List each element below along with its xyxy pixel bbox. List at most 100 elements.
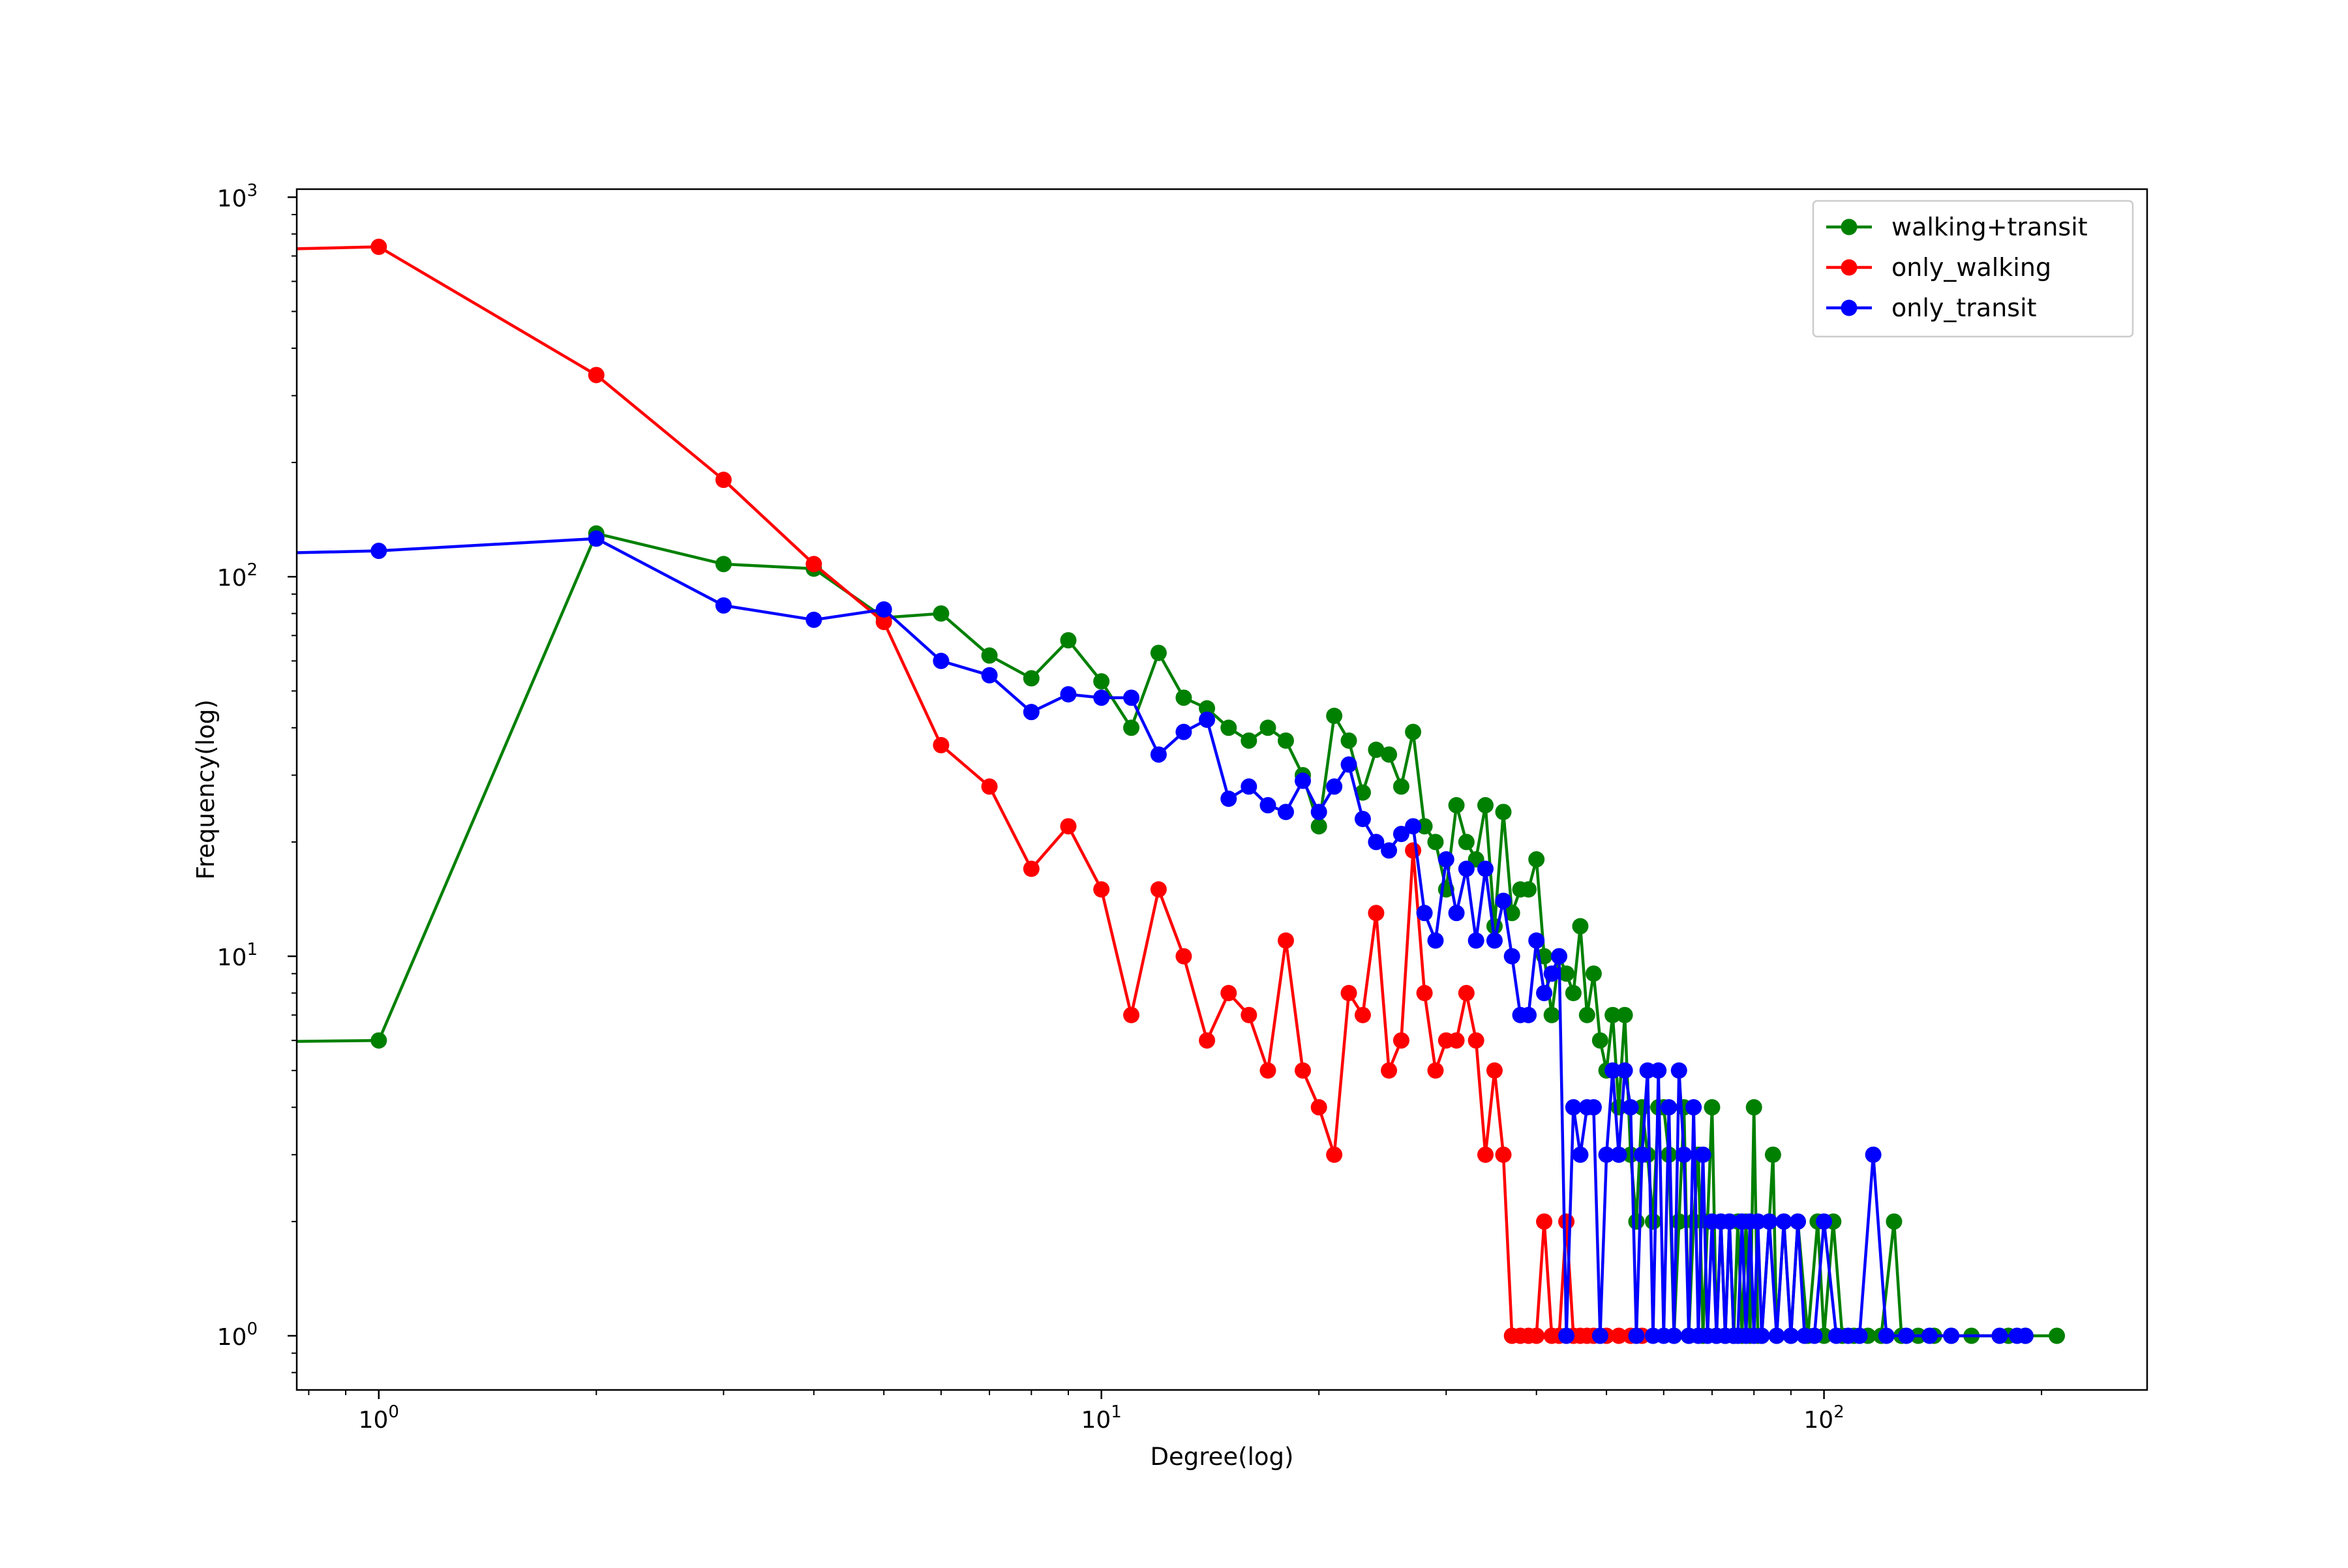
data-point [1558,1213,1575,1230]
data-point [1381,1062,1398,1079]
data-point [1528,851,1545,868]
data-point [805,611,822,628]
data-point [1368,834,1385,851]
data-point [981,778,998,795]
data-point [1310,818,1327,835]
data-point [1437,851,1454,868]
data-point [1241,732,1257,749]
data-point [1220,984,1237,1001]
data-point [1368,905,1385,922]
data-point [370,1032,387,1049]
data-point [1477,797,1494,814]
data-point [1828,1327,1844,1344]
data-point [1060,632,1077,649]
data-point [1616,1006,1633,1023]
data-point [1572,918,1589,935]
data-point [1093,673,1110,690]
data-point [1175,948,1192,965]
data-point [1783,1327,1799,1344]
y-axis-label: Frequency(log) [192,699,220,879]
data-point [1381,746,1398,763]
data-point [1676,1146,1693,1163]
data-point [1753,1327,1770,1344]
data-point [1241,1006,1257,1023]
data-point [1199,1032,1216,1049]
data-point [1622,1099,1639,1116]
data-point [1310,804,1327,821]
data-point [2049,1327,2066,1344]
data-point [1768,1327,1785,1344]
data-point [1175,723,1192,740]
data-point [1775,1213,1792,1230]
data-point [1495,892,1512,909]
x-tick-label: 101 [1081,1402,1121,1434]
data-point [933,736,950,753]
data-point [875,614,892,631]
data-point [1840,1327,1857,1344]
data-point [1241,778,1257,795]
data-point [981,667,998,684]
data-point [1023,704,1040,721]
data-point [1093,881,1110,898]
data-point [1023,860,1040,877]
legend-label: only_walking [1891,253,2051,282]
data-point [1060,818,1077,835]
data-point [1666,1327,1683,1344]
data-point [1495,1146,1512,1163]
data-point [1486,932,1503,949]
data-point [588,367,605,384]
data-point [1392,826,1409,843]
data-point [370,238,387,255]
data-point [1764,1146,1781,1163]
data-point [1565,1099,1582,1116]
data-point [1381,842,1398,859]
data-point [1604,1006,1621,1023]
data-point [1427,834,1444,851]
legend-item: only_transit [1826,294,2037,322]
data-point [1123,689,1140,706]
series-only-transit [297,530,2034,1344]
data-point [1685,1213,1702,1230]
x-axis: 100 101 102 [308,1390,2043,1434]
data-point [1536,1213,1553,1230]
data-point [1704,1099,1721,1116]
data-point [1326,778,1343,795]
data-point [1468,932,1484,949]
legend-label: only_transit [1891,294,2037,322]
data-point [1585,965,1602,982]
data-point [1616,1062,1633,1079]
data-point [1220,719,1237,736]
data-point [1878,1327,1895,1344]
data-point [1354,1006,1371,1023]
data-point [1543,965,1560,982]
data-point [1405,723,1422,740]
legend-label: walking+transit [1891,213,2088,241]
data-point [1806,1327,1823,1344]
data-point [1558,965,1575,982]
data-point [1486,1062,1503,1079]
data-point [2017,1327,2034,1344]
data-point [1123,719,1140,736]
data-point [1495,804,1512,821]
x-axis-label: Degree(log) [1151,1443,1294,1471]
data-point [1295,1062,1312,1079]
data-point [1851,1327,1868,1344]
data-point [1259,797,1276,814]
legend-marker [1841,259,1858,276]
data-point [1416,984,1433,1001]
legend-marker [1841,219,1858,235]
data-point [1277,804,1294,821]
data-point [1458,984,1475,1001]
data-point [1295,772,1312,789]
data-point [1354,784,1371,801]
data-point [1943,1327,1960,1344]
data-point [1921,1327,1938,1344]
data-point [1427,1062,1444,1079]
data-point [1477,1146,1494,1163]
data-point [1220,791,1237,807]
data-point [1093,689,1110,706]
data-point [1528,1327,1545,1344]
data-point [1898,1327,1915,1344]
data-point [1277,932,1294,949]
